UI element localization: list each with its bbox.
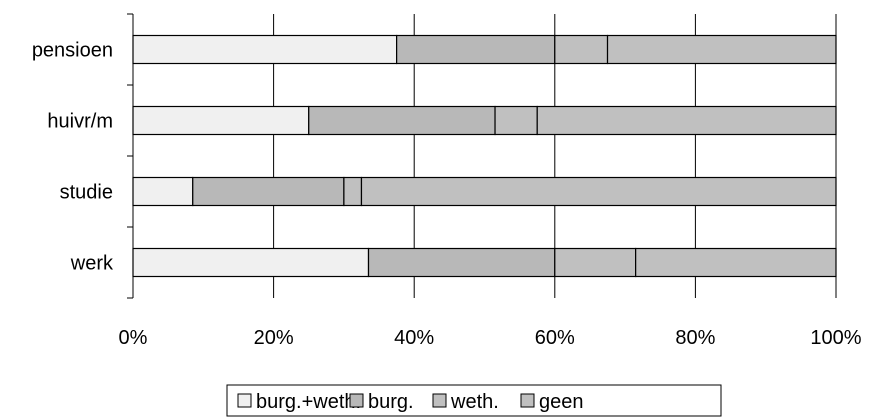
- legend-swatch: [349, 393, 364, 408]
- bar-segment-huivr-m-series-1: [308, 105, 496, 136]
- bar-segment-pensioen-series-0: [132, 34, 398, 65]
- x-tick-label: 40%: [394, 327, 434, 349]
- category-label: studie: [60, 182, 113, 204]
- bar-segment-pensioen-series-3: [606, 34, 837, 65]
- legend-label: burg.: [368, 391, 414, 413]
- x-tick-label: 100%: [810, 327, 861, 349]
- legend-label: weth.: [450, 391, 499, 413]
- category-label: huivr/m: [47, 111, 113, 133]
- bar-segment-huivr-m-series-2: [494, 105, 538, 136]
- bar-segment-werk-series-3: [635, 247, 837, 278]
- bar-segment-studie-series-1: [192, 176, 345, 207]
- bar-segment-studie-series-3: [360, 176, 837, 207]
- legend-label: geen: [539, 391, 584, 413]
- x-tick-label: 20%: [254, 327, 294, 349]
- bar-segment-pensioen-series-2: [554, 34, 609, 65]
- x-tick-label: 60%: [535, 327, 575, 349]
- legend-swatch: [432, 393, 447, 408]
- bar-segment-werk-series-2: [554, 247, 637, 278]
- x-tick-label: 0%: [119, 327, 148, 349]
- legend-swatch: [237, 393, 252, 408]
- category-label: pensioen: [32, 40, 113, 62]
- legend-swatch: [520, 393, 535, 408]
- bar-segment-studie-series-0: [132, 176, 194, 207]
- bar-segment-studie-series-2: [343, 176, 363, 207]
- bar-segment-werk-series-0: [132, 247, 370, 278]
- category-label: werk: [70, 253, 114, 275]
- bar-segment-werk-series-1: [367, 247, 556, 278]
- bar-segment-huivr-m-series-0: [132, 105, 310, 136]
- legend-box: [226, 384, 722, 417]
- x-tick-label: 80%: [675, 327, 715, 349]
- bar-segment-huivr-m-series-3: [536, 105, 837, 136]
- legend-label: burg.+weth.: [256, 391, 361, 413]
- bar-segment-pensioen-series-1: [396, 34, 556, 65]
